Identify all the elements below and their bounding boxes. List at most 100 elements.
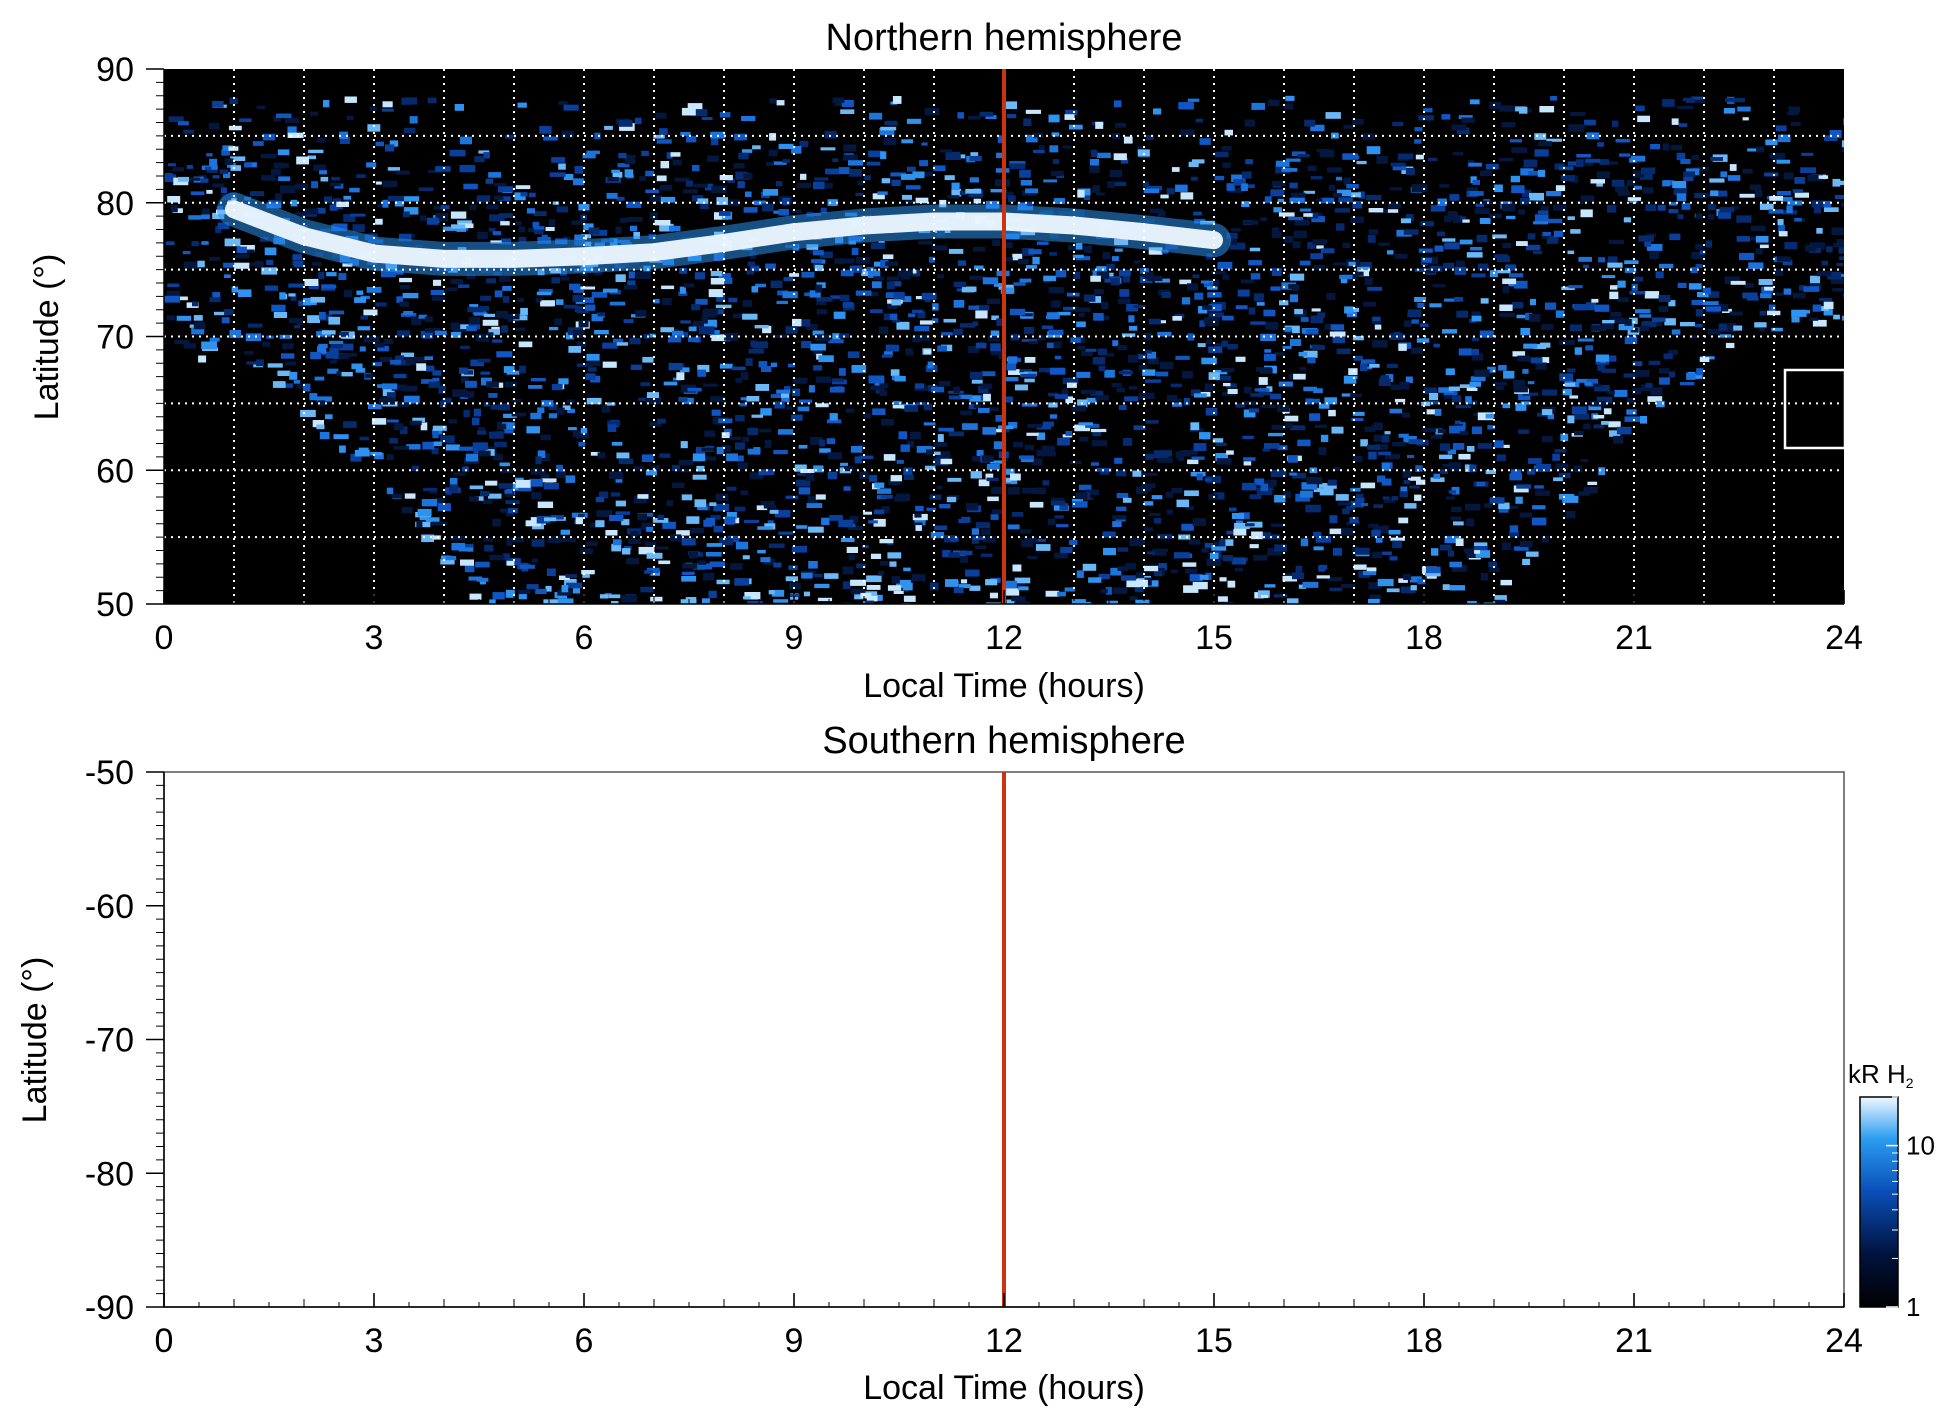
heatmap-cell	[719, 112, 731, 118]
heatmap-cell	[432, 377, 440, 382]
heatmap-cell	[1574, 430, 1584, 436]
heatmap-cell	[782, 197, 791, 206]
heatmap-cell	[1456, 127, 1470, 135]
heatmap-cell	[619, 123, 635, 131]
heatmap-cell	[1231, 513, 1245, 519]
heatmap-cell	[1094, 289, 1104, 295]
heatmap-cell	[1053, 341, 1062, 348]
heatmap-cell	[692, 474, 707, 480]
heatmap-cell	[1237, 289, 1250, 297]
heatmap-cell	[166, 315, 176, 321]
heatmap-cell	[1560, 175, 1575, 182]
heatmap-cell	[565, 332, 574, 340]
heatmap-cell	[949, 395, 961, 400]
heatmap-cell	[1206, 286, 1218, 290]
heatmap-cell	[426, 217, 439, 225]
heatmap-cell	[630, 531, 639, 537]
heatmap-cell	[794, 464, 807, 472]
heatmap-cell	[1487, 366, 1496, 373]
heatmap-cell	[580, 286, 596, 290]
heatmap-cell	[1303, 213, 1313, 217]
heatmap-cell	[642, 356, 654, 363]
heatmap-cell	[1832, 288, 1844, 292]
heatmap-cell	[1392, 540, 1402, 549]
heatmap-cell	[1201, 357, 1217, 365]
heatmap-cell	[1458, 348, 1472, 356]
heatmap-cell	[1405, 168, 1415, 176]
heatmap-cell	[1569, 395, 1579, 399]
heatmap-cell	[611, 441, 623, 446]
heatmap-cell	[1432, 284, 1446, 288]
heatmap-cell	[990, 189, 1007, 193]
heatmap-cell	[926, 449, 934, 456]
heatmap-cell	[1019, 278, 1032, 283]
heatmap-cell	[1245, 523, 1255, 527]
heatmap-cell	[430, 290, 445, 296]
heatmap-cell	[563, 174, 574, 181]
heatmap-cell	[1506, 215, 1516, 220]
heatmap-cell	[1733, 325, 1743, 331]
heatmap-cell	[477, 427, 486, 433]
heatmap-cell	[338, 273, 347, 280]
heatmap-cell	[575, 517, 583, 525]
heatmap-cell	[360, 315, 368, 320]
heatmap-cell	[1106, 263, 1115, 271]
heatmap-cell	[170, 205, 178, 213]
heatmap-cell	[325, 352, 340, 359]
heatmap-cell	[386, 454, 394, 461]
heatmap-cell	[1192, 274, 1200, 279]
heatmap-cell	[193, 315, 203, 321]
heatmap-cell	[1485, 413, 1495, 419]
heatmap-cell	[820, 147, 836, 151]
heatmap-cell	[609, 471, 624, 480]
heatmap-cell	[1098, 573, 1110, 580]
heatmap-cell	[1565, 511, 1576, 519]
heatmap-cell	[1260, 333, 1276, 341]
heatmap-cell	[1576, 154, 1591, 158]
heatmap-cell	[1437, 198, 1447, 206]
heatmap-cell	[995, 415, 1003, 422]
heatmap-cell	[164, 174, 177, 182]
heatmap-cell	[1260, 404, 1277, 409]
heatmap-cell	[617, 163, 630, 168]
heatmap-cell	[1339, 274, 1353, 280]
heatmap-cell	[765, 162, 774, 166]
heatmap-cell	[425, 517, 440, 523]
heatmap-cell	[594, 330, 609, 335]
heatmap-cell	[1032, 538, 1046, 542]
heatmap-cell	[1555, 463, 1569, 470]
heatmap-cell	[449, 149, 466, 157]
heatmap-cell	[1602, 320, 1615, 324]
heatmap-cell	[1360, 359, 1376, 364]
heatmap-cell	[417, 508, 432, 517]
heatmap-cell	[1297, 154, 1310, 158]
heatmap-cell	[812, 330, 824, 336]
heatmap-cell	[657, 514, 664, 520]
heatmap-cell	[1498, 365, 1507, 371]
heatmap-cell	[1455, 260, 1465, 268]
heatmap-cell	[602, 361, 617, 368]
heatmap-cell	[1205, 407, 1218, 416]
heatmap-cell	[1392, 166, 1407, 171]
heatmap-cell	[399, 277, 412, 283]
heatmap-cell	[1475, 550, 1491, 558]
heatmap-cell	[1224, 129, 1233, 136]
heatmap-cell	[1373, 434, 1389, 442]
heatmap-cell	[803, 591, 810, 597]
heatmap-cell	[915, 505, 924, 512]
heatmap-cell	[1421, 257, 1432, 263]
heatmap-cell	[611, 601, 619, 604]
heatmap-cell	[1505, 264, 1517, 271]
heatmap-cell	[735, 172, 751, 180]
heatmap-cell	[433, 279, 442, 286]
heatmap-cell	[683, 189, 698, 194]
heatmap-cell	[1048, 287, 1064, 294]
heatmap-cell	[863, 175, 871, 180]
heatmap-cell	[223, 274, 231, 278]
heatmap-cell	[366, 286, 382, 293]
heatmap-cell	[1447, 212, 1458, 221]
heatmap-cell	[650, 195, 663, 202]
heatmap-cell	[1841, 273, 1844, 277]
south-x-tick-label: 3	[365, 1322, 384, 1360]
colorbar-gradient	[1859, 1096, 1899, 1308]
